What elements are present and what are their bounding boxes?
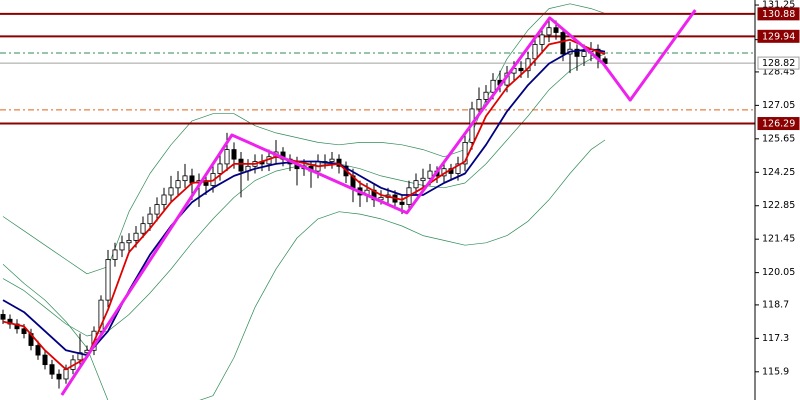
candle-body	[462, 142, 468, 165]
indicator-line	[2, 38, 606, 371]
candle-body	[161, 194, 167, 205]
candle-body	[140, 223, 146, 234]
candle-body	[133, 232, 139, 241]
candle-body	[560, 32, 566, 55]
candle-body	[49, 364, 55, 375]
y-tick-label: 118.7	[762, 299, 789, 310]
level-label-box	[757, 29, 800, 43]
candle-body	[455, 163, 461, 174]
candle-body	[182, 175, 188, 182]
candle-body	[147, 213, 153, 225]
y-tick-label: 125.65	[762, 133, 795, 144]
candle-body	[581, 51, 587, 57]
level-label: 128.82	[762, 58, 795, 69]
candle-body	[56, 373, 62, 380]
candle-body	[175, 180, 181, 189]
candle-body	[476, 99, 482, 110]
candle-body	[553, 27, 559, 33]
candle-body	[98, 299, 104, 332]
level-label-box	[757, 56, 800, 70]
y-tick-label: 131.25	[762, 0, 795, 11]
y-tick-label: 127.05	[762, 100, 795, 111]
candle-body	[518, 67, 524, 72]
candle-body	[63, 369, 69, 380]
indicator-line	[2, 139, 606, 400]
y-tick-label: 121.45	[762, 234, 795, 245]
candle-body	[420, 177, 426, 182]
candle-body	[336, 158, 342, 167]
candle-body	[532, 44, 538, 60]
level-label-box	[757, 117, 800, 131]
level-label: 129.94	[762, 31, 795, 42]
candle-body	[105, 259, 111, 301]
y-tick-label: 120.05	[762, 267, 795, 278]
y-tick-label: 117.3	[762, 333, 789, 344]
candle-body	[217, 163, 223, 174]
candle-body	[119, 242, 125, 251]
y-tick-label: 128.45	[762, 66, 795, 77]
indicator-line	[60, 9, 697, 396]
candle-body	[35, 345, 41, 356]
candle-body	[574, 48, 580, 57]
candle-body	[21, 328, 27, 334]
indicator-line	[2, 3, 606, 275]
y-tick-label: 122.85	[762, 200, 795, 211]
candle-body	[224, 149, 230, 165]
level-label-box	[757, 7, 800, 21]
candle-body	[238, 158, 244, 172]
indicator-line	[2, 48, 606, 357]
candle-body	[231, 149, 237, 160]
y-tick-label: 115.9	[762, 366, 789, 377]
candle-body	[42, 354, 48, 366]
candle-body	[546, 27, 552, 36]
candle-body	[126, 239, 132, 244]
level-label: 126.29	[762, 119, 795, 130]
candle-body	[413, 180, 419, 189]
candle-body	[483, 91, 489, 100]
level-label: 130.88	[762, 9, 795, 20]
candle-body	[427, 170, 433, 179]
candle-body	[112, 249, 118, 260]
candle-body	[168, 187, 174, 196]
y-tick-label: 124.25	[762, 167, 795, 178]
candle-body	[490, 79, 496, 93]
candle-body	[0, 314, 6, 320]
candle-body	[539, 34, 545, 45]
candle-body	[329, 158, 335, 162]
candle-body	[154, 204, 160, 215]
candle-body	[399, 201, 405, 205]
